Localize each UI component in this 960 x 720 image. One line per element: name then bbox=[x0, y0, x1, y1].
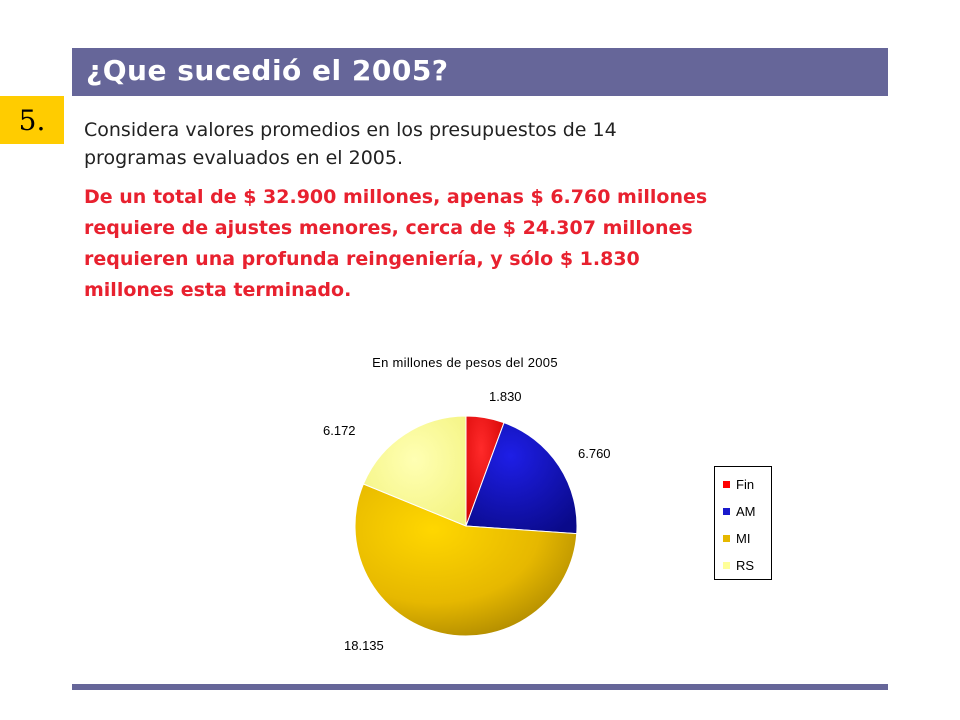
chart-title: En millones de pesos del 2005 bbox=[372, 355, 558, 370]
legend-label: AM bbox=[736, 503, 756, 519]
title-bar: ¿Que sucedió el 2005? bbox=[72, 48, 888, 96]
legend-swatch-fin bbox=[723, 480, 730, 488]
legend-item-fin: Fin bbox=[723, 476, 754, 492]
highlight-text: De un total de $ 32.900 millones, apenas… bbox=[84, 186, 708, 301]
pie-slice-rs bbox=[362, 415, 467, 527]
intro-text: Considera valores promedios en los presu… bbox=[84, 119, 617, 169]
legend-item-am: AM bbox=[723, 503, 756, 519]
data-label-fin: 1.830 bbox=[489, 389, 522, 404]
legend-item-mi: MI bbox=[723, 530, 750, 546]
chart-legend: Fin AM MI RS bbox=[714, 466, 772, 580]
legend-label: MI bbox=[736, 530, 751, 546]
legend-label: RS bbox=[736, 557, 755, 573]
data-label-rs: 6.172 bbox=[323, 423, 356, 438]
page-title: ¿Que sucedió el 2005? bbox=[86, 54, 449, 87]
pie-slice-mi bbox=[354, 483, 578, 637]
legend-swatch-mi bbox=[723, 534, 730, 542]
pie-slice-am bbox=[465, 422, 578, 535]
data-label-am: 6.760 bbox=[578, 446, 611, 461]
slide-number: 5. bbox=[0, 96, 64, 144]
data-label-mi: 18.135 bbox=[344, 638, 384, 653]
legend-label: Fin bbox=[736, 476, 755, 492]
legend-swatch-am bbox=[723, 507, 730, 515]
bottom-rule bbox=[72, 684, 888, 690]
legend-swatch-rs bbox=[723, 561, 730, 569]
legend-item-rs: RS bbox=[723, 557, 754, 573]
